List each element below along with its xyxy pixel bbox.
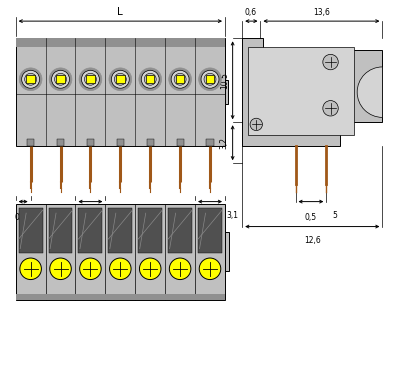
Circle shape <box>141 70 159 88</box>
Bar <box>78 208 102 253</box>
Bar <box>116 75 124 83</box>
Circle shape <box>204 73 216 85</box>
Circle shape <box>169 68 192 91</box>
Bar <box>86 75 95 83</box>
Bar <box>138 208 162 253</box>
Bar <box>206 139 214 146</box>
Circle shape <box>199 68 221 91</box>
Bar <box>198 208 222 253</box>
Bar <box>225 80 228 104</box>
Circle shape <box>323 101 338 116</box>
Bar <box>108 208 132 253</box>
Circle shape <box>84 73 96 85</box>
Bar <box>176 139 184 146</box>
Bar <box>248 47 354 135</box>
Bar <box>27 139 34 146</box>
Bar <box>26 75 35 83</box>
Circle shape <box>50 258 71 280</box>
Circle shape <box>79 68 102 91</box>
Text: 10,5: 10,5 <box>220 72 229 89</box>
Bar <box>225 232 229 271</box>
Circle shape <box>20 258 41 280</box>
Text: 13,6: 13,6 <box>313 8 330 17</box>
Text: 0,6: 0,6 <box>244 8 256 17</box>
Circle shape <box>54 73 66 85</box>
Circle shape <box>25 73 37 85</box>
Bar <box>16 294 225 300</box>
Text: 5: 5 <box>332 211 337 220</box>
Bar <box>146 75 154 83</box>
Circle shape <box>109 68 132 91</box>
Circle shape <box>110 258 131 280</box>
Bar <box>168 208 192 253</box>
Text: L: L <box>118 7 123 17</box>
Text: 3,1: 3,1 <box>226 211 238 220</box>
Circle shape <box>49 68 72 91</box>
Text: 2: 2 <box>208 213 212 222</box>
Circle shape <box>144 73 156 85</box>
Circle shape <box>174 73 186 85</box>
Circle shape <box>19 68 42 91</box>
Bar <box>57 139 64 146</box>
Bar <box>87 139 94 146</box>
Circle shape <box>114 73 126 85</box>
Bar <box>117 139 124 146</box>
Circle shape <box>139 68 162 91</box>
Text: 12,6: 12,6 <box>304 236 321 245</box>
Circle shape <box>169 258 191 280</box>
Circle shape <box>80 258 101 280</box>
Circle shape <box>82 70 99 88</box>
Bar <box>176 75 184 83</box>
Text: 0,5: 0,5 <box>305 213 317 222</box>
Bar <box>56 75 65 83</box>
Bar <box>206 75 214 83</box>
Circle shape <box>199 258 221 280</box>
Circle shape <box>323 55 338 70</box>
Circle shape <box>111 70 129 88</box>
Circle shape <box>250 118 262 131</box>
Bar <box>16 204 225 300</box>
Bar <box>16 38 225 47</box>
Circle shape <box>171 70 189 88</box>
Circle shape <box>201 70 219 88</box>
Bar <box>48 208 72 253</box>
Text: 0,75: 0,75 <box>15 213 32 222</box>
Circle shape <box>140 258 161 280</box>
Circle shape <box>52 70 70 88</box>
Wedge shape <box>357 67 382 118</box>
Circle shape <box>22 70 40 88</box>
Bar <box>19 208 42 253</box>
Bar <box>147 139 154 146</box>
Text: 3,5: 3,5 <box>84 213 96 222</box>
Polygon shape <box>242 38 382 146</box>
Bar <box>16 38 225 146</box>
Text: 3,2: 3,2 <box>220 137 229 149</box>
